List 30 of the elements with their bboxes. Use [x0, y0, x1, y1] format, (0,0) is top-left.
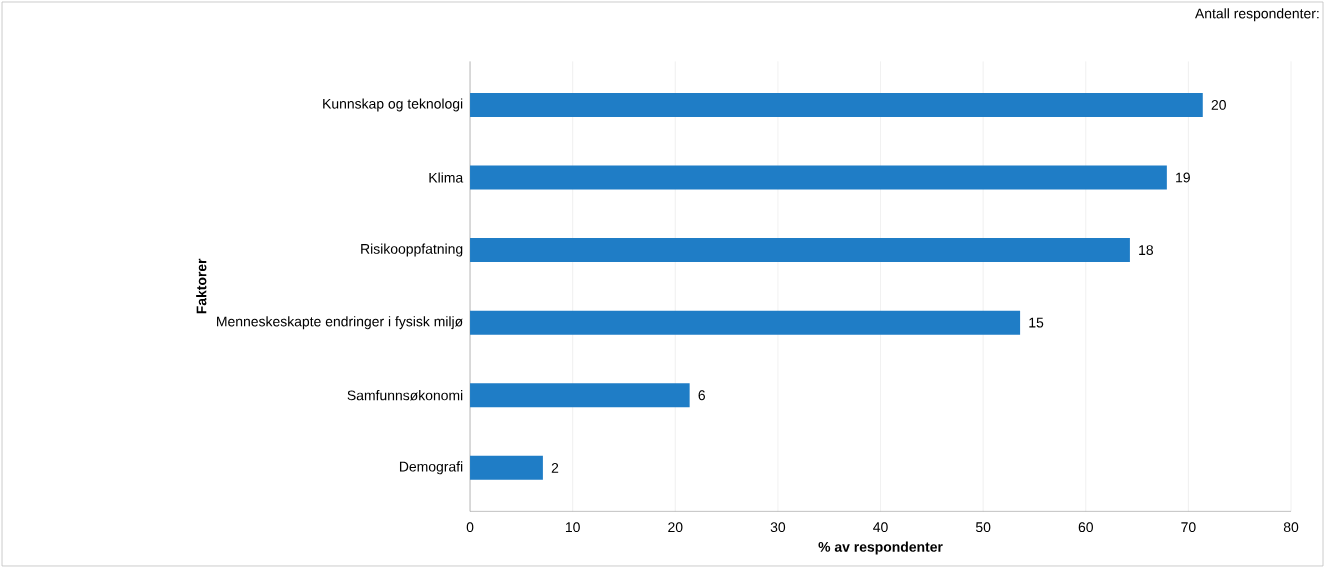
x-tick-label: 70 [1181, 522, 1196, 533]
bar [470, 238, 1130, 263]
y-tick-label: Demografi [399, 461, 463, 475]
annotation: 20 [1211, 99, 1226, 110]
x-tick-label: 20 [668, 522, 683, 533]
y-axis-title: Faktorer [196, 258, 207, 314]
bar [470, 383, 690, 408]
x-tick-label: 60 [1078, 522, 1093, 533]
x-axis-title: % av respondenter [818, 541, 943, 555]
y-tick-label: Kunnskap og teknologi [323, 98, 463, 112]
x-tick-label: 30 [770, 522, 786, 533]
annotation: 15 [1029, 317, 1044, 328]
x-tick-label: 0 [466, 522, 474, 533]
y-tick-label: Klima [429, 172, 464, 183]
annotation: 19 [1176, 172, 1190, 183]
annotation: 18 [1139, 245, 1154, 256]
annotation: 6 [698, 390, 705, 401]
bar [470, 310, 1021, 335]
x-tick-label: 10 [565, 522, 580, 533]
y-tick-label: Samfunnsøkonomi [347, 390, 463, 401]
x-tick-label: 40 [873, 522, 888, 533]
bar [470, 455, 543, 480]
text: Antall respondenter: [1195, 8, 1319, 22]
x-tick-label: 80 [1283, 522, 1299, 533]
y-tick-label: Risikooppfatning [361, 243, 463, 257]
x-tick-label: 50 [975, 522, 991, 533]
annotation: 2 [551, 462, 559, 473]
bar [470, 165, 1167, 190]
y-tick-label: Menneskeskapte endringer i fysisk miljø [217, 316, 463, 330]
bar [470, 92, 1203, 117]
